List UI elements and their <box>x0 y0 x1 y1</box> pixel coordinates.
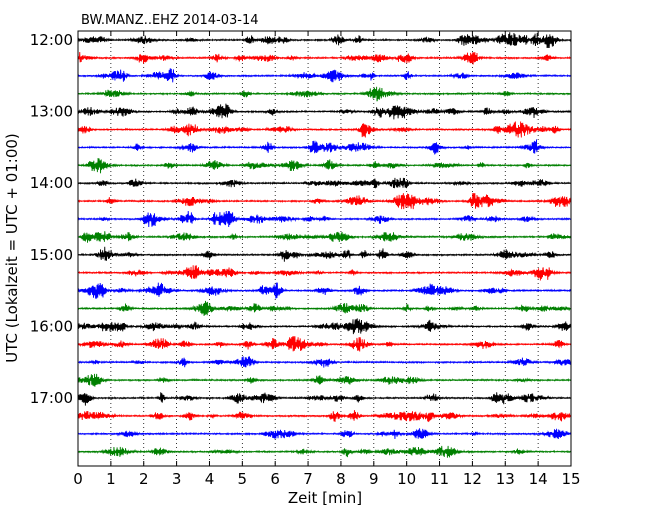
x-tick-label: 11 <box>430 470 449 488</box>
trace-line <box>77 68 572 83</box>
y-tick-label: 17:00 <box>30 389 73 407</box>
x-axis-label: Zeit [min] <box>288 489 362 507</box>
trace-line <box>77 282 572 299</box>
x-tick-label: 10 <box>397 470 416 488</box>
trace-line <box>77 336 572 352</box>
trace-line <box>77 32 572 49</box>
trace-line <box>77 265 572 281</box>
trace-line <box>77 177 572 189</box>
y-axis-label: UTC (Lokalzeit = UTC + 01:00) <box>3 133 21 363</box>
trace-line <box>77 410 572 423</box>
x-tick-label: 9 <box>369 470 379 488</box>
trace-line <box>77 373 572 387</box>
plot-frame <box>77 30 572 467</box>
x-tick-label: 12 <box>463 470 482 488</box>
trace-line <box>77 246 572 262</box>
x-tick-label: 8 <box>336 470 346 488</box>
trace-line <box>77 51 572 65</box>
trace-group <box>77 32 572 458</box>
y-tick-label: 14:00 <box>30 174 73 192</box>
x-axis: 0 1 2 3 4 5 6 7 8 9 10 11 12 13 14 15 <box>73 31 581 488</box>
x-tick-label: 3 <box>172 470 182 488</box>
x-tick-label: 6 <box>270 470 280 488</box>
trace-line <box>77 193 572 210</box>
grid-lines <box>110 31 539 466</box>
x-tick-label: 0 <box>73 470 83 488</box>
trace-line <box>77 158 572 174</box>
x-tick-label: 2 <box>139 470 149 488</box>
y-tick-label: 15:00 <box>30 246 73 264</box>
trace-line <box>77 356 572 368</box>
y-tick-label: 12:00 <box>30 31 73 49</box>
x-tick-label: 13 <box>496 470 515 488</box>
trace-line <box>77 210 572 228</box>
x-tick-label: 15 <box>561 470 580 488</box>
trace-line <box>77 231 572 243</box>
x-tick-label: 4 <box>205 470 215 488</box>
trace-line <box>77 103 572 120</box>
trace-line <box>77 318 572 335</box>
x-tick-label: 5 <box>238 470 248 488</box>
x-tick-label: 1 <box>106 470 116 488</box>
x-tick-label: 14 <box>529 470 548 488</box>
y-axis: 12:00 13:00 14:00 15:00 16:00 17:00 <box>30 31 571 407</box>
trace-line <box>77 86 572 102</box>
y-tick-label: 13:00 <box>30 103 73 121</box>
trace-line <box>77 392 572 406</box>
trace-line <box>77 139 572 155</box>
chart-title: BW.MANZ..EHZ 2014-03-14 <box>81 13 259 28</box>
trace-line <box>77 121 572 138</box>
trace-line <box>77 428 572 440</box>
x-tick-label: 7 <box>303 470 313 488</box>
trace-line <box>77 300 572 317</box>
y-tick-label: 16:00 <box>30 317 73 335</box>
trace-line <box>77 445 572 458</box>
